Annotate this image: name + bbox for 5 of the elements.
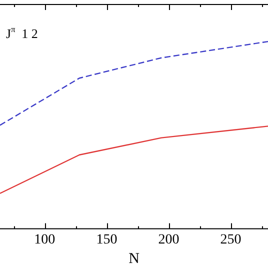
x-tick-label: 150 bbox=[96, 232, 118, 248]
x-axis-title: N bbox=[128, 250, 140, 267]
x-tick-label: 200 bbox=[158, 232, 180, 248]
x-tick-label: 100 bbox=[34, 232, 56, 248]
x-tick-label: 250 bbox=[220, 232, 242, 248]
